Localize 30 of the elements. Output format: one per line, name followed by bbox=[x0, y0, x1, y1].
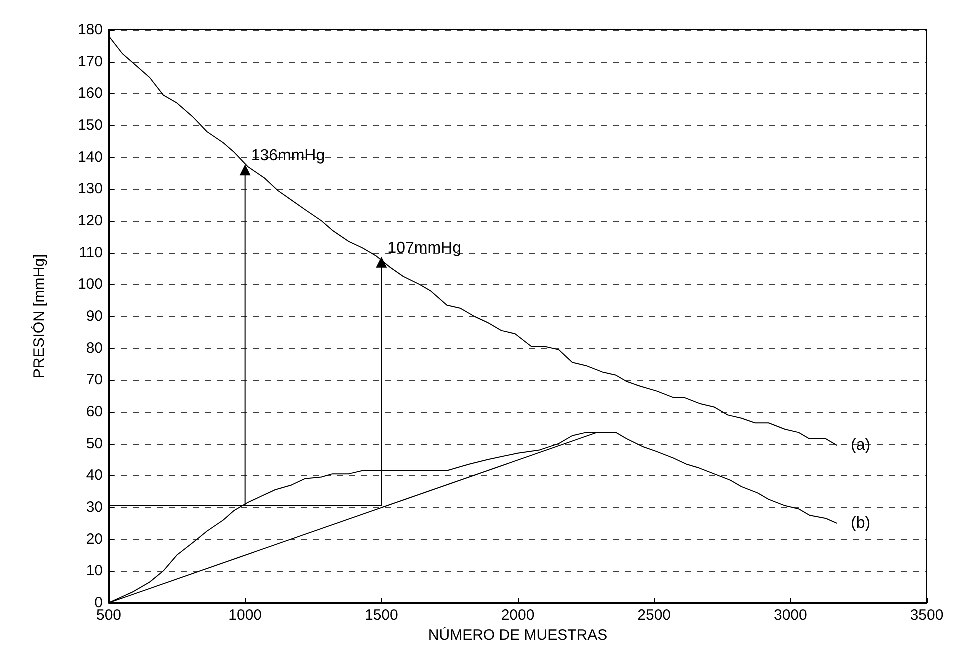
y-tick-label: 110 bbox=[79, 244, 103, 262]
y-tick-label: 150 bbox=[78, 117, 103, 134]
y-axis-title: PRESIÓN [mmHg] bbox=[30, 254, 48, 379]
y-tick-label: 10 bbox=[86, 562, 103, 580]
y-tick-label: 180 bbox=[78, 22, 103, 38]
series-label: (b) bbox=[851, 514, 871, 532]
y-tick-label: 100 bbox=[78, 276, 103, 294]
x-tick-label: 3500 bbox=[910, 607, 944, 624]
y-tick-label: 20 bbox=[86, 530, 103, 548]
y-tick-label: 90 bbox=[86, 308, 103, 325]
y-tick-label: 130 bbox=[78, 180, 103, 198]
y-tick-label: 60 bbox=[86, 404, 103, 420]
x-axis-title: NÚMERO DE MUESTRAS bbox=[428, 626, 608, 644]
y-tick-label: 80 bbox=[86, 340, 103, 357]
x-tick-label: 2500 bbox=[638, 607, 672, 624]
y-tick-label: 160 bbox=[78, 85, 103, 102]
x-tick-label: 500 bbox=[96, 607, 122, 624]
y-tick-label: 70 bbox=[86, 372, 103, 389]
x-tick-label: 1000 bbox=[228, 607, 262, 624]
x-tick-label: 1500 bbox=[364, 607, 398, 624]
annotation: 136mmHg bbox=[251, 148, 326, 165]
y-tick-label: 30 bbox=[86, 499, 103, 516]
y-tick-label: 50 bbox=[86, 435, 103, 452]
x-tick-label: 2000 bbox=[501, 607, 535, 624]
y-tick-label: 140 bbox=[78, 148, 103, 166]
x-tick-label: 3000 bbox=[774, 607, 808, 624]
y-tick-label: 40 bbox=[86, 467, 103, 484]
annotation: 107mmHg bbox=[388, 240, 462, 257]
y-tick-label: 170 bbox=[78, 53, 103, 70]
y-tick-label: 120 bbox=[78, 212, 103, 230]
